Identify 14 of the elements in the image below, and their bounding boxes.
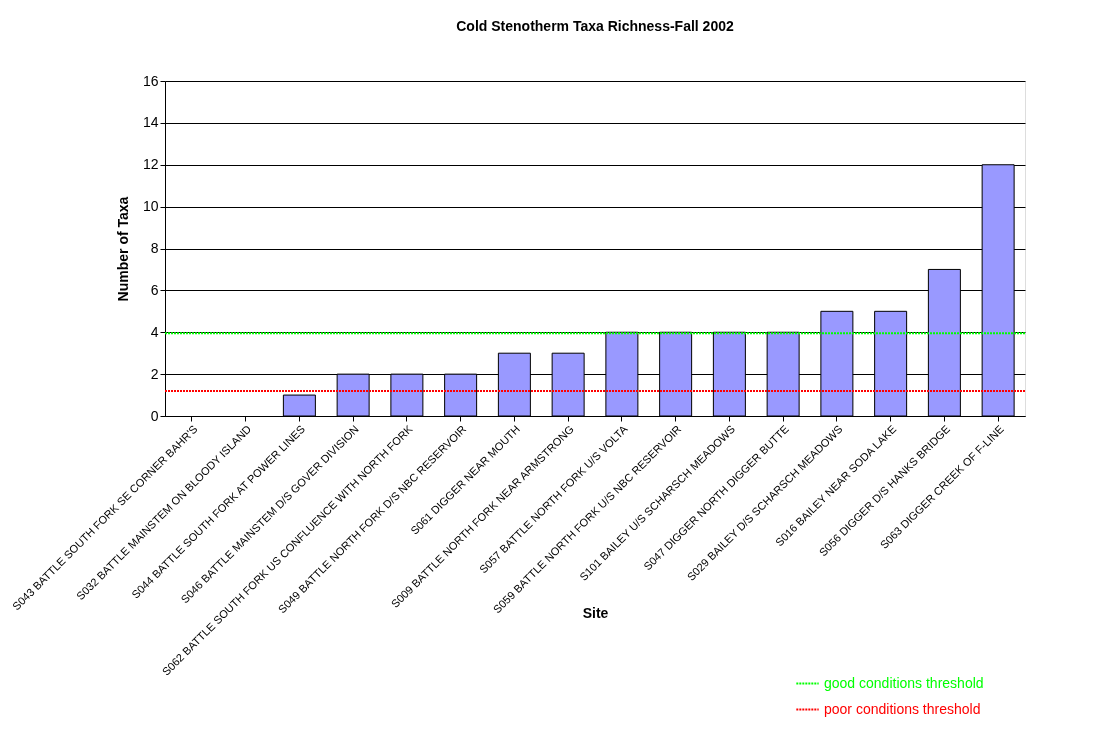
y-tick-label: 16 bbox=[142, 72, 159, 89]
chart-title: Cold Stenotherm Taxa Richness-Fall 2002 bbox=[456, 18, 734, 34]
y-tick-label: 2 bbox=[150, 365, 159, 382]
legend-label: good conditions threshold bbox=[824, 674, 984, 691]
y-tick-label: 10 bbox=[142, 198, 159, 215]
y-tick-label: 6 bbox=[150, 281, 159, 298]
legend-label: poor conditions threshold bbox=[824, 700, 981, 717]
y-tick-label: 4 bbox=[150, 323, 159, 340]
y-axis-title: Number of Taxa bbox=[114, 196, 131, 302]
y-tick-label: 8 bbox=[150, 240, 159, 256]
x-axis-title: Site bbox=[582, 604, 609, 621]
y-tick-label: 14 bbox=[142, 114, 159, 131]
y-tick-label: 12 bbox=[142, 156, 159, 173]
y-tick-label: 0 bbox=[150, 407, 159, 424]
